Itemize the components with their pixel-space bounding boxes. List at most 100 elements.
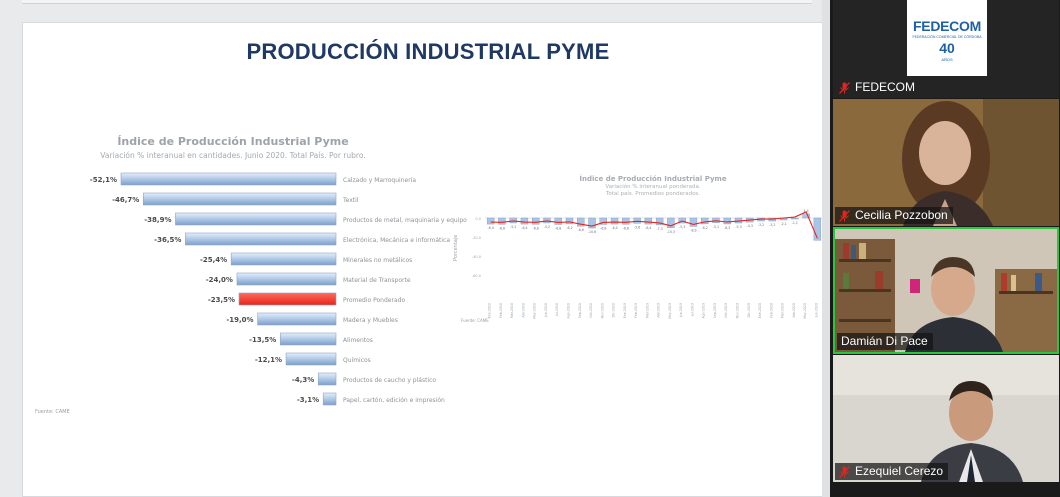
bar-5	[236, 272, 337, 286]
previous-slide-edge	[22, 0, 812, 4]
month-tick-label: Feb-2019	[634, 303, 638, 318]
bar-2	[175, 212, 337, 226]
bar-value-label: -19,0%	[226, 316, 253, 324]
bar-category-label: Alimentos	[343, 337, 373, 344]
bar-0	[120, 172, 337, 186]
month-bar	[723, 217, 731, 225]
month-value-label: 4,4	[804, 209, 809, 213]
month-value-label: -5,3	[679, 225, 685, 229]
month-tick-label: Ene-2020	[758, 303, 762, 318]
line-chart-source: Fuente: CAME	[461, 318, 489, 323]
month-value-label: -5,2	[544, 225, 550, 229]
month-bar	[588, 217, 596, 229]
month-value-label: -8,9	[690, 228, 696, 232]
bar-1	[142, 192, 337, 206]
month-bar	[701, 217, 709, 225]
fedecom-logo: FEDECOM FEDERACIÓN COMERCIAL DE CÓRDOBA …	[907, 0, 987, 76]
month-value-label: -6,6	[499, 226, 505, 230]
month-tick-label: Ene-2018	[488, 303, 492, 318]
month-value-label: -6,8	[600, 226, 606, 230]
participant-name-tag: Damián Di Pace	[837, 333, 933, 350]
bar-value-label: -4,3%	[292, 376, 314, 384]
bar-category-label: Productos de caucho y plástico	[343, 377, 436, 384]
month-value-label: -2,1	[780, 222, 786, 226]
shared-screen: PRODUCCIÓN INDUSTRIAL PYME Índice de Pro…	[0, 0, 830, 497]
month-value-label: -6,8	[555, 226, 561, 230]
month-bar	[498, 217, 506, 225]
month-bar	[622, 217, 630, 225]
participant-tile-ezequiel[interactable]: Ezequiel Cerezo	[833, 355, 1059, 482]
participant-name: Ezequiel Cerezo	[855, 464, 944, 478]
y-tick-label: -20,0	[472, 236, 481, 240]
logo-anniversary-number: 40	[939, 40, 955, 56]
month-value-label: -5,1	[713, 225, 719, 229]
bar-value-label: -36,5%	[154, 236, 181, 244]
participant-name: FEDECOM	[855, 80, 915, 94]
presentation-slide: PRODUCCIÓN INDUSTRIAL PYME Índice de Pro…	[22, 22, 830, 497]
month-value-label: -6,6	[623, 226, 629, 230]
participant-video	[833, 355, 1059, 482]
month-value-label: -4,3	[747, 224, 753, 228]
participant-name-tag: Ezequiel Cerezo	[835, 463, 949, 480]
month-bar	[520, 217, 529, 225]
month-tick-label: Nov-2019	[736, 303, 740, 318]
bar-value-label: -52,1%	[90, 176, 117, 184]
bar-value-label: -25,4%	[200, 256, 227, 264]
participant-name-tag: FEDECOM	[835, 79, 920, 96]
participant-video	[833, 99, 1059, 226]
line-chart-subtitle-2: Total país. Promedios ponderados.	[605, 191, 701, 197]
line-chart-subtitle: Variación % interanual ponderada.	[605, 184, 701, 190]
participant-tile-fedecom[interactable]: FEDECOM FEDERACIÓN COMERCIAL DE CÓRDOBA …	[833, 0, 1059, 98]
month-tick-label: Ago-2019	[702, 303, 706, 318]
month-value-label: -6,2	[702, 226, 708, 230]
bar-category-label: Papel, cartón, edición e impresión	[343, 397, 445, 404]
bar-chart-title: Índice de Producción Industrial Pyme	[117, 135, 349, 148]
month-value-label: -7,3	[657, 227, 663, 231]
bar-chart-source: Fuente: CAME	[35, 409, 70, 415]
month-tick-label: May-2018	[533, 303, 537, 319]
month-bar	[554, 217, 562, 225]
bar-category-label: Material de Transporte	[343, 277, 411, 284]
logo-wordmark: FEDECOM	[913, 18, 981, 34]
month-bar	[532, 217, 540, 225]
bar-category-label: Productos de metal, maquinaria y equipo	[343, 217, 467, 224]
mic-muted-icon	[839, 81, 850, 94]
participant-name: Damián Di Pace	[841, 334, 928, 348]
month-bar	[655, 217, 664, 226]
bar-category-label: Químicos	[343, 357, 371, 364]
month-tick-label: Mar-2018	[510, 303, 514, 318]
month-tick-label: Dic-2019	[747, 303, 751, 317]
month-value-label: -5,3	[735, 225, 741, 229]
month-bar	[565, 217, 574, 225]
month-value-label: -1,1	[792, 221, 798, 225]
bar-value-label: -3,1%	[297, 396, 319, 404]
participant-tile-cecilia[interactable]: Cecilia Pozzobon	[833, 99, 1059, 226]
month-value-label: -6,4	[645, 226, 651, 230]
month-value-label: -5,2	[510, 225, 516, 229]
month-tick-label: Jul-2019	[690, 303, 694, 317]
bar-value-label: -38,9%	[144, 216, 171, 224]
participant-tile-damian-active-speaker[interactable]: Damián Di Pace	[833, 227, 1059, 354]
logo-subtitle: FEDERACIÓN COMERCIAL DE CÓRDOBA	[912, 35, 982, 39]
month-tick-label: Jun-2020	[814, 303, 818, 318]
month-value-label: -6,6	[533, 226, 539, 230]
month-tick-label: Nov-2018	[600, 303, 604, 318]
month-value-label: -6,4	[488, 226, 494, 230]
y-tick-label: -60,0	[472, 274, 481, 278]
bar-6	[238, 292, 337, 306]
bar-category-label: Minerales no metálicos	[343, 257, 412, 264]
month-bar	[667, 217, 675, 228]
month-tick-label: Abr-2018	[521, 303, 525, 318]
month-tick-label: Feb-2018	[499, 303, 503, 318]
month-tick-label: Abr-2019	[657, 303, 661, 318]
month-tick-label: Oct-2018	[589, 303, 593, 318]
bar-value-label: -13,5%	[249, 336, 276, 344]
y-tick-label: 0,0	[475, 217, 481, 221]
month-tick-label: Sep-2019	[713, 303, 717, 318]
bar-value-label: -24,0%	[206, 276, 233, 284]
slide-title: PRODUCCIÓN INDUSTRIAL PYME	[246, 39, 610, 64]
month-value-label: -8,6	[578, 228, 584, 232]
bar-chart: -52,1% Calzado y Marroquinería -46,7% Texti…	[90, 172, 467, 406]
month-bar	[577, 217, 585, 227]
month-tick-label: Oct-2019	[724, 303, 728, 318]
